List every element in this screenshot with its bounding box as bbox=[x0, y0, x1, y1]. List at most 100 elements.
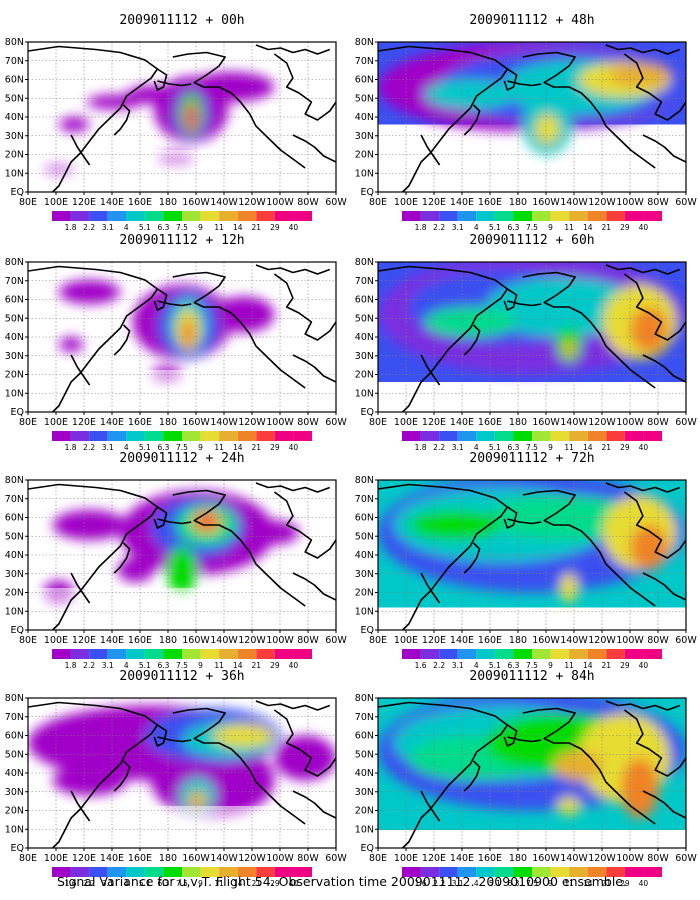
variance-blob bbox=[126, 85, 176, 104]
legend-label: 5.1 bbox=[489, 223, 501, 232]
legend-label: 40 bbox=[639, 223, 649, 232]
legend-label: 6.3 bbox=[157, 879, 169, 888]
variance-blob bbox=[212, 723, 275, 748]
legend-label: 1.8 bbox=[65, 661, 77, 670]
legend-swatch bbox=[532, 649, 551, 659]
legend-swatch bbox=[494, 649, 514, 659]
legend-swatch bbox=[532, 867, 551, 877]
legend-swatch bbox=[144, 867, 164, 877]
legend-swatch bbox=[402, 211, 421, 221]
legend-swatch bbox=[237, 211, 257, 221]
variance-blob bbox=[535, 114, 560, 144]
legend-label: 2.2 bbox=[83, 879, 95, 888]
x-tick-label: 180 bbox=[159, 417, 177, 428]
legend-swatch bbox=[457, 867, 477, 877]
legend-label: 21 bbox=[602, 223, 612, 232]
x-tick-label: 160E bbox=[128, 417, 152, 428]
legend-swatch bbox=[457, 431, 477, 441]
legend-label: 11 bbox=[564, 661, 574, 670]
color-legend: 1.6 2.2 3.1 4 5.1 6.3 7.5 9 11 14 21 29 40 bbox=[402, 649, 662, 670]
legend-swatch bbox=[70, 431, 90, 441]
legend-swatch bbox=[476, 211, 495, 221]
legend-swatch bbox=[624, 431, 644, 441]
legend-swatch bbox=[587, 431, 607, 441]
legend-swatch bbox=[550, 211, 570, 221]
variance-field bbox=[28, 698, 336, 848]
legend-label: 3.1 bbox=[452, 661, 464, 670]
y-tick-label: EQ bbox=[11, 625, 24, 636]
legend-label: 7.5 bbox=[176, 879, 188, 888]
legend-swatch bbox=[643, 867, 662, 877]
x-tick-label: 160E bbox=[478, 417, 502, 428]
legend-swatch bbox=[182, 867, 201, 877]
x-tick-label: 120W bbox=[238, 197, 266, 208]
legend-label: 5.1 bbox=[139, 443, 151, 452]
variance-blob bbox=[408, 510, 502, 540]
legend-swatch bbox=[70, 211, 90, 221]
x-tick-label: 120E bbox=[72, 417, 96, 428]
legend-swatch bbox=[219, 211, 238, 221]
variance-blob bbox=[188, 791, 207, 809]
legend-label: 5.1 bbox=[139, 661, 151, 670]
legend-label: 4 bbox=[124, 443, 129, 452]
x-tick-label: 180 bbox=[509, 417, 527, 428]
legend-swatch bbox=[513, 649, 532, 659]
color-legend: 1.8 2.2 3.1 4 5.1 6.3 7.5 9 11 14 21 29 40 bbox=[52, 431, 312, 452]
x-tick-label: 120W bbox=[588, 635, 616, 646]
y-tick-label: 40N bbox=[5, 550, 24, 561]
legend-label: 29 bbox=[270, 879, 280, 888]
y-tick-label: 40N bbox=[355, 768, 374, 779]
x-tick-label: 100W bbox=[266, 853, 294, 864]
variance-blob bbox=[52, 510, 127, 540]
legend-label: 6.3 bbox=[157, 443, 169, 452]
legend-label: 4 bbox=[124, 223, 129, 232]
x-tick-label: 140E bbox=[450, 635, 474, 646]
x-tick-label: 100E bbox=[394, 417, 418, 428]
legend-label: 21 bbox=[252, 223, 262, 232]
y-tick-label: 20N bbox=[5, 370, 24, 381]
y-tick-label: 50N bbox=[355, 749, 374, 760]
legend-swatch bbox=[494, 211, 514, 221]
legend-label: 9 bbox=[198, 661, 203, 670]
legend-label: 7.5 bbox=[526, 879, 538, 888]
legend-label: 9 bbox=[548, 879, 553, 888]
y-tick-label: 30N bbox=[5, 787, 24, 798]
panel-title: 2009011112 + 36h bbox=[119, 669, 244, 684]
legend-label: 3.1 bbox=[102, 443, 114, 452]
map-grid bbox=[378, 42, 686, 192]
x-tick-label: 140E bbox=[100, 197, 124, 208]
y-tick-label: 20N bbox=[5, 150, 24, 161]
legend-label: 14 bbox=[583, 661, 593, 670]
legend-label: 4 bbox=[474, 879, 479, 888]
y-tick-label: 20N bbox=[355, 370, 374, 381]
y-tick-label: 30N bbox=[5, 131, 24, 142]
y-tick-label: 70N bbox=[5, 494, 24, 505]
legend-swatch bbox=[182, 649, 201, 659]
legend-label: 3.1 bbox=[452, 443, 464, 452]
x-tick-label: 80W bbox=[297, 197, 319, 208]
x-tick-label: 180 bbox=[159, 635, 177, 646]
legend-label: 29 bbox=[620, 879, 630, 888]
legend-label: 11 bbox=[564, 223, 574, 232]
legend-swatch bbox=[513, 431, 532, 441]
legend-swatch bbox=[126, 867, 145, 877]
legend-swatch bbox=[476, 867, 495, 877]
x-tick-label: 140W bbox=[210, 197, 238, 208]
legend-label: 3.1 bbox=[102, 661, 114, 670]
legend-label: 21 bbox=[252, 661, 262, 670]
legend-label: 3.1 bbox=[452, 879, 464, 888]
variance-blob bbox=[58, 280, 121, 304]
map-panel-5: 2009011112 + 60h 80E 100E 120E 140E 160E 180 16… bbox=[355, 233, 698, 452]
legend-label: 9 bbox=[198, 223, 203, 232]
x-tick-label: 140W bbox=[210, 853, 238, 864]
legend-swatch bbox=[569, 867, 588, 877]
x-tick-label: 80E bbox=[19, 417, 37, 428]
legend-swatch bbox=[274, 649, 294, 659]
y-tick-label: 80N bbox=[355, 693, 374, 704]
coastlines bbox=[378, 700, 686, 848]
y-tick-label: 30N bbox=[5, 569, 24, 580]
x-tick-label: 140W bbox=[210, 635, 238, 646]
legend-swatch bbox=[420, 867, 440, 877]
legend-swatch bbox=[144, 211, 164, 221]
x-tick-label: 120E bbox=[422, 853, 446, 864]
